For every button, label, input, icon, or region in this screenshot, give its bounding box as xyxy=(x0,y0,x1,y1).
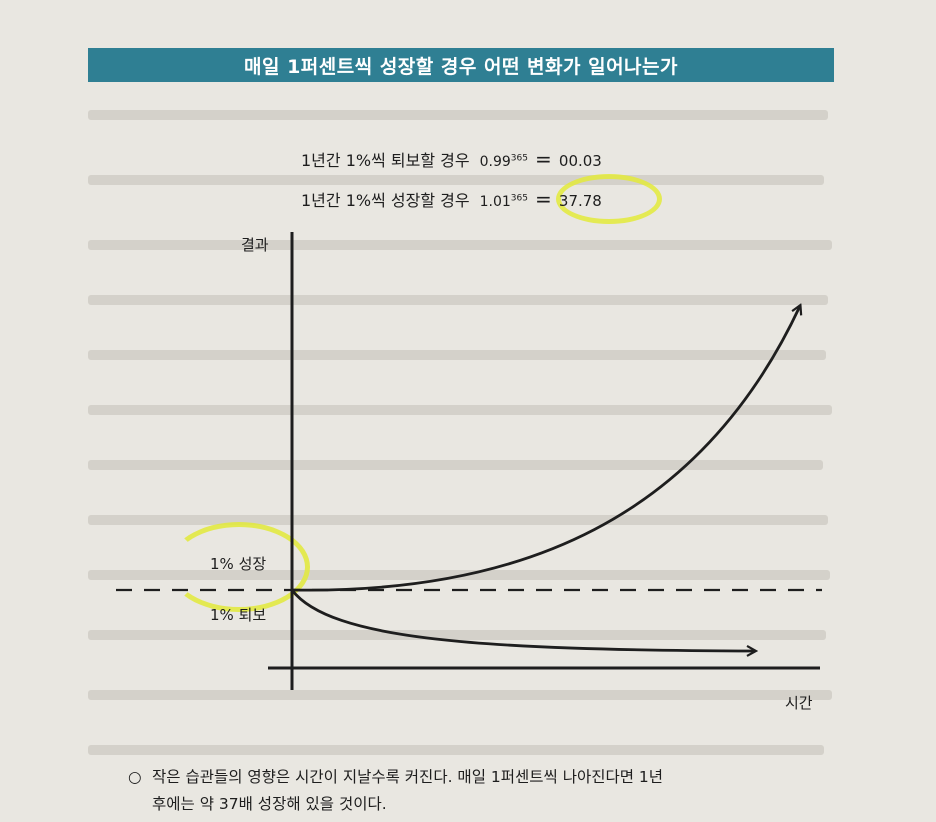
growth-equation-label: 1년간 1%씩 성장할 경우 xyxy=(301,191,470,210)
growth-base: 1.01 xyxy=(479,194,511,210)
caption-line-1: 작은 습관들의 영향은 시간이 지날수록 커진다. 매일 1퍼센트씩 나아진다면… xyxy=(152,768,664,786)
decline-equation: 1년간 1%씩 퇴보할 경우 0.99365 = 00.03 xyxy=(301,147,602,171)
decline-equation-label: 1년간 1%씩 퇴보할 경우 xyxy=(301,151,470,170)
growth-highlight-circle xyxy=(168,522,310,612)
decline-result: 00.03 xyxy=(558,152,602,170)
decline-label: 1% 퇴보 xyxy=(210,606,267,624)
decline-base: 0.99 xyxy=(479,154,511,170)
growth-curve xyxy=(291,306,800,592)
growth-equals-sign: = xyxy=(535,187,552,211)
bleed-through-background xyxy=(88,110,832,755)
growth-result: 37.78 xyxy=(558,192,602,210)
figure-title: 매일 1퍼센트씩 성장할 경우 어떤 변화가 일어나는가 xyxy=(244,55,678,78)
decline-curve xyxy=(290,589,755,651)
caption-bullet: ○ xyxy=(128,768,142,786)
figure-caption: ○ 작은 습관들의 영향은 시간이 지날수록 커진다. 매일 1퍼센트씩 나아진다… xyxy=(128,764,828,818)
result-highlight-circle xyxy=(556,174,662,224)
x-axis-label: 시간 xyxy=(785,694,813,712)
growth-equation: 1년간 1%씩 성장할 경우 1.01365 = 37.78 xyxy=(301,187,602,211)
growth-exponent: 365 xyxy=(510,193,528,204)
figure-title-banner: 매일 1퍼센트씩 성장할 경우 어떤 변화가 일어나는가 xyxy=(88,48,834,82)
growth-label: 1% 성장 xyxy=(210,555,267,573)
decline-equals-sign: = xyxy=(535,147,552,171)
y-axis-label: 결과 xyxy=(241,236,269,254)
caption-line-2: 후에는 약 37배 성장해 있을 것이다. xyxy=(152,795,387,813)
decline-exponent: 365 xyxy=(510,153,528,164)
